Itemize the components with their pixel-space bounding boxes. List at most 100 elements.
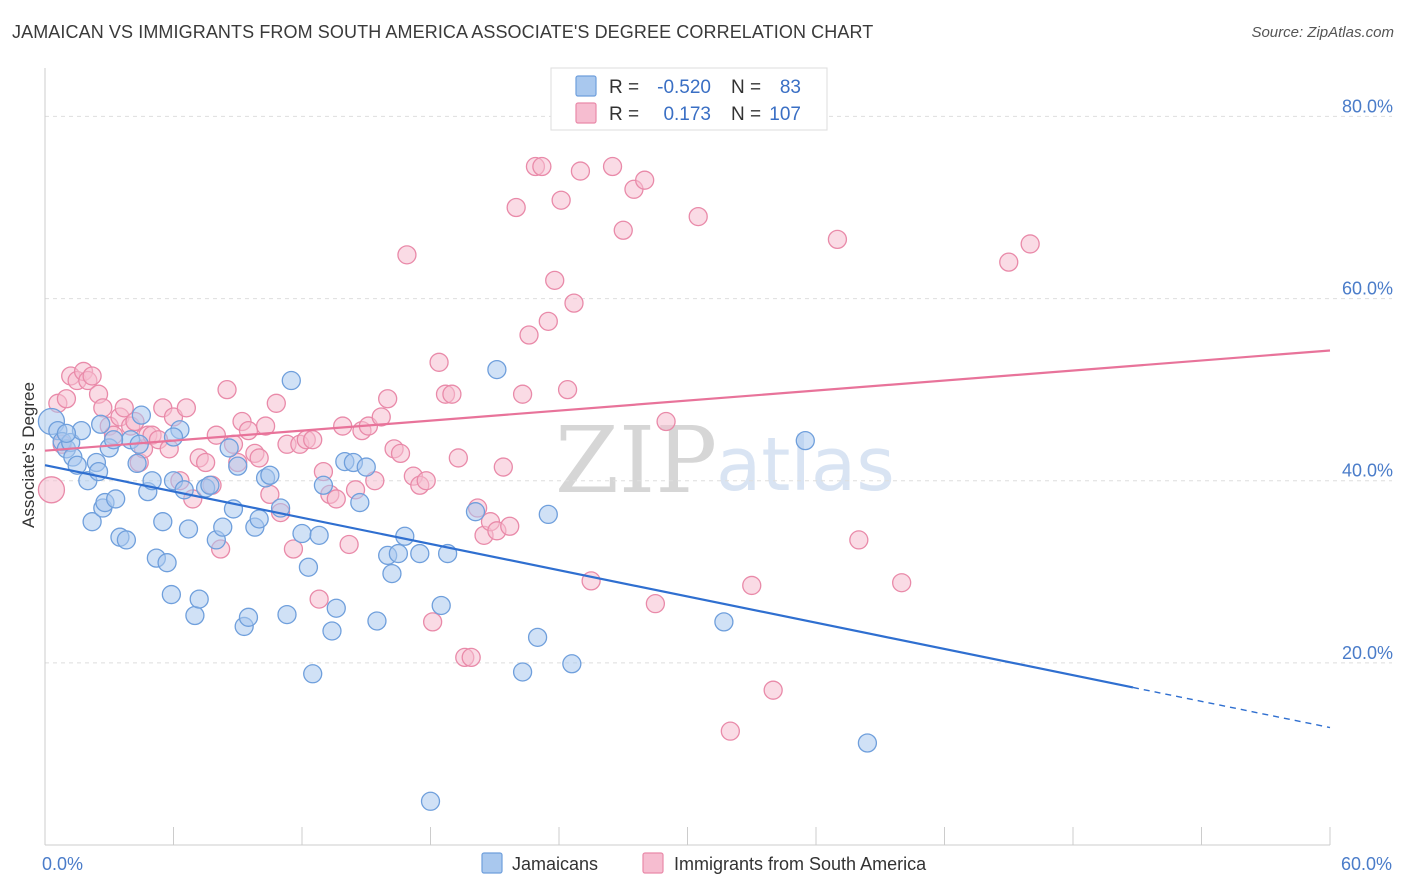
jamaican-point [527,627,548,648]
bottom-legend-swatch-sa [642,852,664,874]
jamaican-trend-line [44,464,1134,689]
jamaican-point [298,557,319,577]
sa-point [532,156,552,177]
jamaican-point [174,480,194,500]
y-axis-label: Associate's Degree [19,382,38,528]
jamaican-point [238,607,259,627]
jamaican-point [82,512,102,532]
jamaican-point [163,427,184,447]
sa-point [416,471,436,491]
sa-point [500,516,520,536]
jamaican-point [56,423,77,444]
sa-point [506,197,526,218]
sa-point [249,448,269,468]
jamaican-point [200,475,220,495]
jamaican-point [431,595,451,616]
sa-point [742,575,762,596]
sa-trend-line [44,349,1331,452]
jamaican-point [487,359,507,380]
sa-point [635,170,655,190]
jamaican-point [313,475,334,495]
jamaican-point [106,489,126,509]
sa-point [538,311,558,331]
jamaican-point [213,517,233,537]
sa-point [283,539,304,559]
jamaican-point [538,504,558,525]
legend-swatch-jamaicans [575,75,597,97]
jamaican-point [178,519,199,539]
jamaican-point [228,456,248,476]
sa-point [266,393,286,413]
sa-point [114,398,134,418]
sa-point [303,430,323,450]
jamaican-point [465,502,486,522]
sa-point [448,448,468,468]
jamaican-point [356,457,376,477]
sa-point [688,206,708,227]
sa-point [602,156,623,177]
legend-box [550,67,828,131]
sa-point [326,489,346,509]
legend-r-value-2: 0.173 [663,104,711,125]
jamaican-point [116,530,137,550]
sa-point [656,411,676,432]
sa-point [519,325,539,345]
jamaican-point [91,414,111,434]
legend-n-value-1: 83 [780,77,801,98]
sa-point [645,594,666,614]
sa-point [397,245,417,265]
jamaican-point [562,654,582,674]
y-tick-label: 20.0% [1342,643,1393,663]
sa-point [365,471,385,491]
legend-r-label-2: R = [609,104,639,125]
sa-point [238,420,259,441]
legend-n-label-1: N = [731,77,761,98]
chart-title: JAMAICAN VS IMMIGRANTS FROM SOUTH AMERIC… [12,22,874,42]
legend-n-label-2: N = [731,104,761,125]
jamaican-point [350,492,370,513]
jamaican-point [157,553,177,573]
legend-r-value-1: -0.520 [657,77,711,98]
sa-point [849,530,869,550]
jamaican-point [292,523,312,544]
jamaican-point [219,438,239,458]
sa-point [442,384,462,404]
axes [44,68,1331,846]
jamaican-point [382,563,402,584]
jamaican-point [367,611,387,631]
jamaican-point [857,733,878,753]
sa-point [37,476,66,504]
sa-point [371,407,391,427]
sa-point [390,443,411,464]
y-tick-label: 60.0% [1342,279,1393,299]
sa-point [557,379,578,400]
sa-point [570,161,591,181]
jamaican-point [127,453,147,474]
sa-point [93,398,113,418]
bottom-legend-swatch-jamaicans [481,852,503,874]
jamaican-point [161,584,182,605]
sa-point [551,190,571,210]
jamaican-point [795,430,815,451]
sa-point [255,416,276,436]
sa-point [545,270,565,291]
watermark-zip: ZIP [555,407,717,514]
sa-point [378,389,398,409]
chart-source: Source: ZipAtlas.com [1251,24,1394,41]
jamaican-point [189,589,209,609]
sa-point [461,647,481,668]
sa-point [827,229,848,250]
sa-point [82,366,102,386]
legend-n-value-2: 107 [769,104,801,125]
sa-point [195,452,216,473]
jamaican-points [37,359,878,811]
y-tick-label: 80.0% [1342,96,1393,116]
bottom-legend-sa: Immigrants from South America [674,854,927,874]
sa-point [176,398,197,418]
sa-point [720,721,740,741]
y-tick-label: 40.0% [1342,461,1393,481]
sa-point [339,534,359,555]
sa-point [206,425,226,445]
sa-point [429,352,449,372]
